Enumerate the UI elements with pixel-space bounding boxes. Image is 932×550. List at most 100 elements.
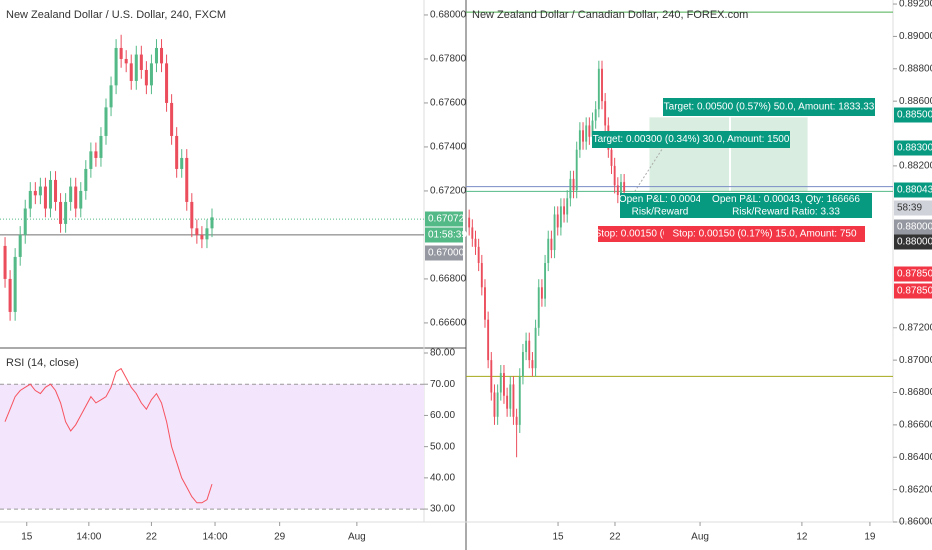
candle-body [129,63,133,81]
candle-body [597,68,600,110]
price-tag [425,211,463,227]
candle-body [8,278,12,312]
x-tick-label: Aug [691,532,709,543]
profit-zone [649,117,808,192]
candle-body [59,201,63,224]
candle-body [205,228,209,240]
x-tick-label: 15 [21,532,33,543]
x-tick-label: 14:00 [203,532,228,543]
y-tick-label: 0.67800 [430,54,467,65]
candle-body [496,392,499,417]
candle-body [210,217,214,229]
candle-body [185,157,189,202]
x-tick-label: 15 [552,532,564,543]
trade-label: Stop: 0.00150 (0. [595,229,672,240]
trade-label: Open P&L: 0.0004 [619,194,702,205]
y-tick-label: 40.00 [430,472,455,483]
price-tag-label: 0.88000 [897,222,932,233]
candle-body [134,54,138,81]
price-tag [894,107,932,123]
candle-body [613,165,616,186]
price-tag [894,200,932,216]
trade-label: Risk/Reward [632,206,689,217]
candle-body [43,186,47,209]
price-tag-label: 0.88500 [897,110,932,121]
price-tag-label: 0.67072 [428,214,465,225]
price-tag-label: 0.88000 [897,237,932,248]
candle-body [170,102,174,136]
x-tick-label: 12 [796,532,808,543]
x-tick-label: Aug [348,532,366,543]
rsi-band [0,384,424,510]
price-tag [894,219,932,235]
candle-body [477,246,480,264]
candle-body [563,206,566,215]
price-tag-label: 0.88300 [897,143,932,154]
candle-body [506,395,509,409]
candle-body [124,58,128,64]
price-tag-label: 0.67000 [428,248,465,259]
candle-body [559,206,562,228]
y-tick-label: 0.86800 [899,387,932,398]
candle-body [556,214,559,228]
chart-title: New Zealand Dollar / U.S. Dollar, 240, F… [6,9,226,21]
candle-body [553,214,556,251]
candle-body [540,287,543,299]
y-tick-label: 0.87000 [899,355,932,366]
candle-body [544,263,547,299]
y-tick-label: 0.87200 [899,322,932,333]
y-tick-label: 0.67200 [430,186,467,197]
candle-body [490,360,493,393]
candle-body [525,340,528,353]
candle-body [99,135,103,158]
trade-label: Target: 0.00300 (0.34%) 30.0, Amount: 15… [593,134,790,145]
trade-label: Stop: 0.00150 (0.17%) 15.0, Amount: 750 [672,229,856,240]
candle-body [487,319,490,361]
candle-body [69,186,73,202]
chart-title: RSI (14, close) [6,357,79,369]
y-tick-label: 0.86200 [899,484,932,495]
x-tick-label: 22 [609,532,621,543]
trade-label: Risk/Reward Ratio: 3.33 [732,206,840,217]
candle-body [547,238,550,264]
candle-body [139,54,143,70]
price-tag-label: 0.88043 [897,185,932,196]
candle-body [575,149,578,191]
candle-body [623,182,626,192]
candle-body [537,287,540,328]
trade-label-box [598,226,668,242]
candle-body [109,85,113,108]
price-tag-label: 01:58:39 [428,230,467,241]
candle-body [200,234,204,240]
candle-body [28,190,32,209]
candle-body [23,208,27,235]
candle-body [518,376,521,425]
candle-body [180,157,184,169]
candle-body [195,228,199,235]
y-tick-label: 60.00 [430,410,455,421]
trade-label-box [663,98,875,116]
y-tick-label: 0.88200 [899,161,932,172]
candle-body [18,234,22,257]
candle-body [144,69,148,86]
candle-body [104,107,108,136]
y-tick-label: 80.00 [430,348,455,359]
trade-label-box [620,193,700,218]
candle-body [33,190,37,196]
y-tick-label: 70.00 [430,379,455,390]
x-tick-label: 22 [146,532,158,543]
y-tick-label: 30.00 [430,504,455,515]
chart-title: New Zealand Dollar / Canadian Dollar, 24… [472,9,748,21]
candle-body [572,178,575,191]
candle-body [480,263,483,288]
y-tick-label: 0.66800 [430,274,467,285]
price-tag [425,227,463,243]
candle-body [503,373,505,396]
candle-body [38,186,42,196]
y-tick-label: 50.00 [430,441,455,452]
candle-body [585,125,588,142]
y-tick-label: 0.88800 [899,63,932,74]
candle-body [578,130,581,150]
candle-body [509,384,512,409]
candle-body [468,217,471,228]
